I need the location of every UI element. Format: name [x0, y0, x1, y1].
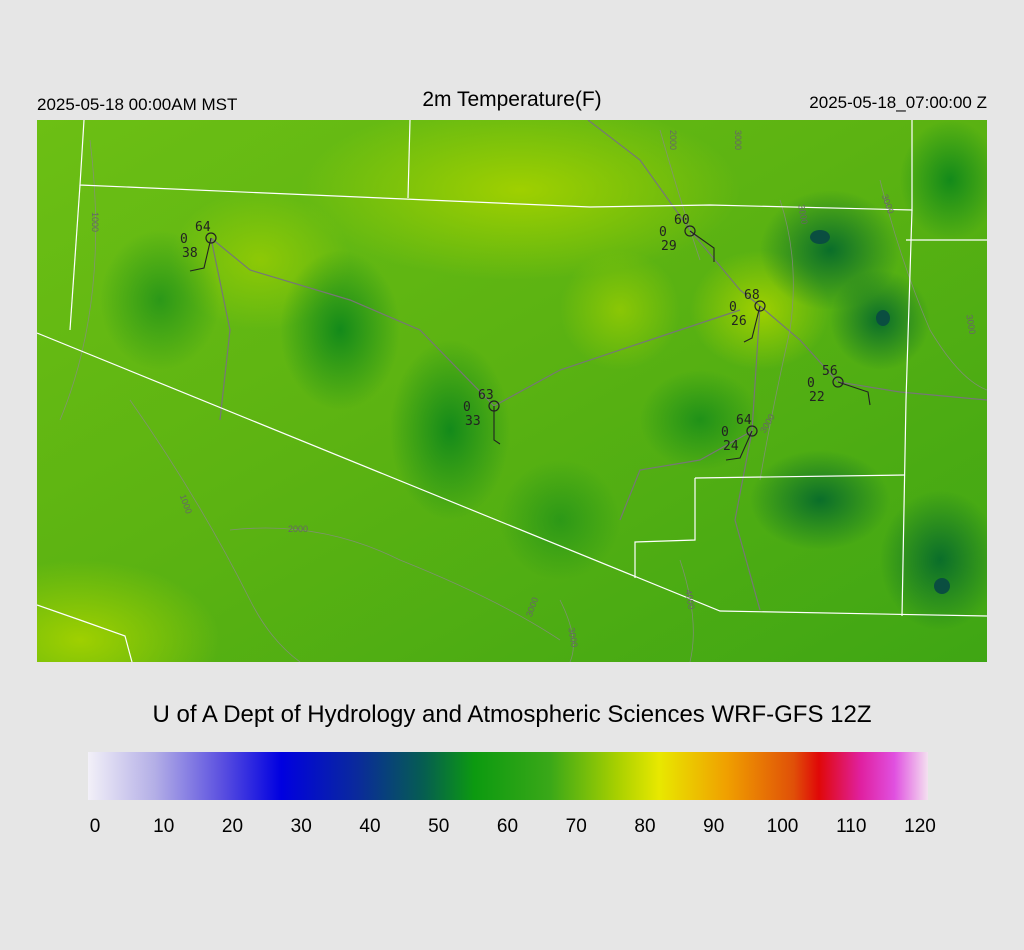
station-dewpoint: 24	[723, 439, 739, 454]
station-pressure: 0	[729, 300, 737, 315]
colorbar-tick-label: 70	[566, 816, 587, 837]
contour-label: 3000	[796, 204, 809, 225]
colorbar-tick-label: 30	[291, 816, 312, 837]
wind-barb	[689, 230, 715, 262]
wind-barb	[837, 381, 871, 406]
colorbar-tick-label: 80	[634, 816, 655, 837]
contour-label: 3000	[733, 130, 743, 150]
colorbar-tick-label: 10	[153, 816, 174, 837]
contour-label: 4000	[683, 589, 696, 610]
colorbar-tick-label: 90	[703, 816, 724, 837]
colorbar-tick-label: 60	[497, 816, 518, 837]
station-pressure: 0	[180, 232, 188, 247]
footer-credit: U of A Dept of Hydrology and Atmospheric…	[153, 701, 872, 728]
station-temperature: 63	[478, 388, 494, 403]
station-dewpoint: 29	[661, 239, 677, 254]
colorbar-tick-label: 50	[428, 816, 449, 837]
wind-barb	[725, 430, 753, 461]
station-dewpoint: 22	[809, 390, 825, 405]
wind-barb	[493, 406, 501, 445]
colorbar-tick-label: 0	[90, 816, 101, 837]
contour-label: 2000	[288, 524, 308, 534]
station-dewpoint: 38	[182, 246, 198, 261]
colorbar-ticks: 0 10 20 30 40 50 60 70 80 90 100 110 120	[90, 816, 936, 837]
wind-barb	[189, 237, 212, 272]
station-temperature: 60	[674, 213, 690, 228]
contour-label: 2000	[668, 130, 678, 150]
colorbar-tick-label: 110	[836, 816, 866, 837]
station-temperature: 56	[822, 364, 838, 379]
contour-label: 3000	[964, 314, 977, 335]
colorbar-tick-label: 20	[222, 816, 243, 837]
station-circle	[205, 232, 217, 244]
station-temperature: 64	[195, 220, 211, 235]
boundaries	[37, 120, 987, 662]
colorbar-tick-label: 40	[359, 816, 380, 837]
terrain-contours	[59, 129, 987, 662]
colorbar	[88, 752, 928, 800]
station-dewpoint: 26	[731, 314, 747, 329]
colorbar-tick-label: 100	[767, 816, 799, 837]
contour-label: 3000	[566, 627, 579, 648]
station-circle	[754, 300, 766, 312]
wind-barb	[743, 305, 761, 343]
station-temperature: 68	[744, 288, 760, 303]
station-pressure: 0	[721, 425, 729, 440]
station-pressure: 0	[659, 225, 667, 240]
map-title: 2m Temperature(F)	[422, 88, 601, 111]
station-circle	[684, 225, 696, 237]
station-circle	[832, 376, 844, 388]
valid-time-utc: 2025-05-18_07:00:00 Z	[809, 93, 987, 112]
station-dewpoint: 33	[465, 414, 481, 429]
station-temperature: 64	[736, 413, 752, 428]
station-circle	[746, 425, 758, 437]
colorbar-tick-label: 120	[904, 816, 936, 837]
station-pressure: 0	[807, 376, 815, 391]
contour-label: 1000	[90, 212, 100, 232]
valid-time-local: 2025-05-18 00:00AM MST	[37, 95, 237, 114]
station-pressure: 0	[463, 400, 471, 415]
